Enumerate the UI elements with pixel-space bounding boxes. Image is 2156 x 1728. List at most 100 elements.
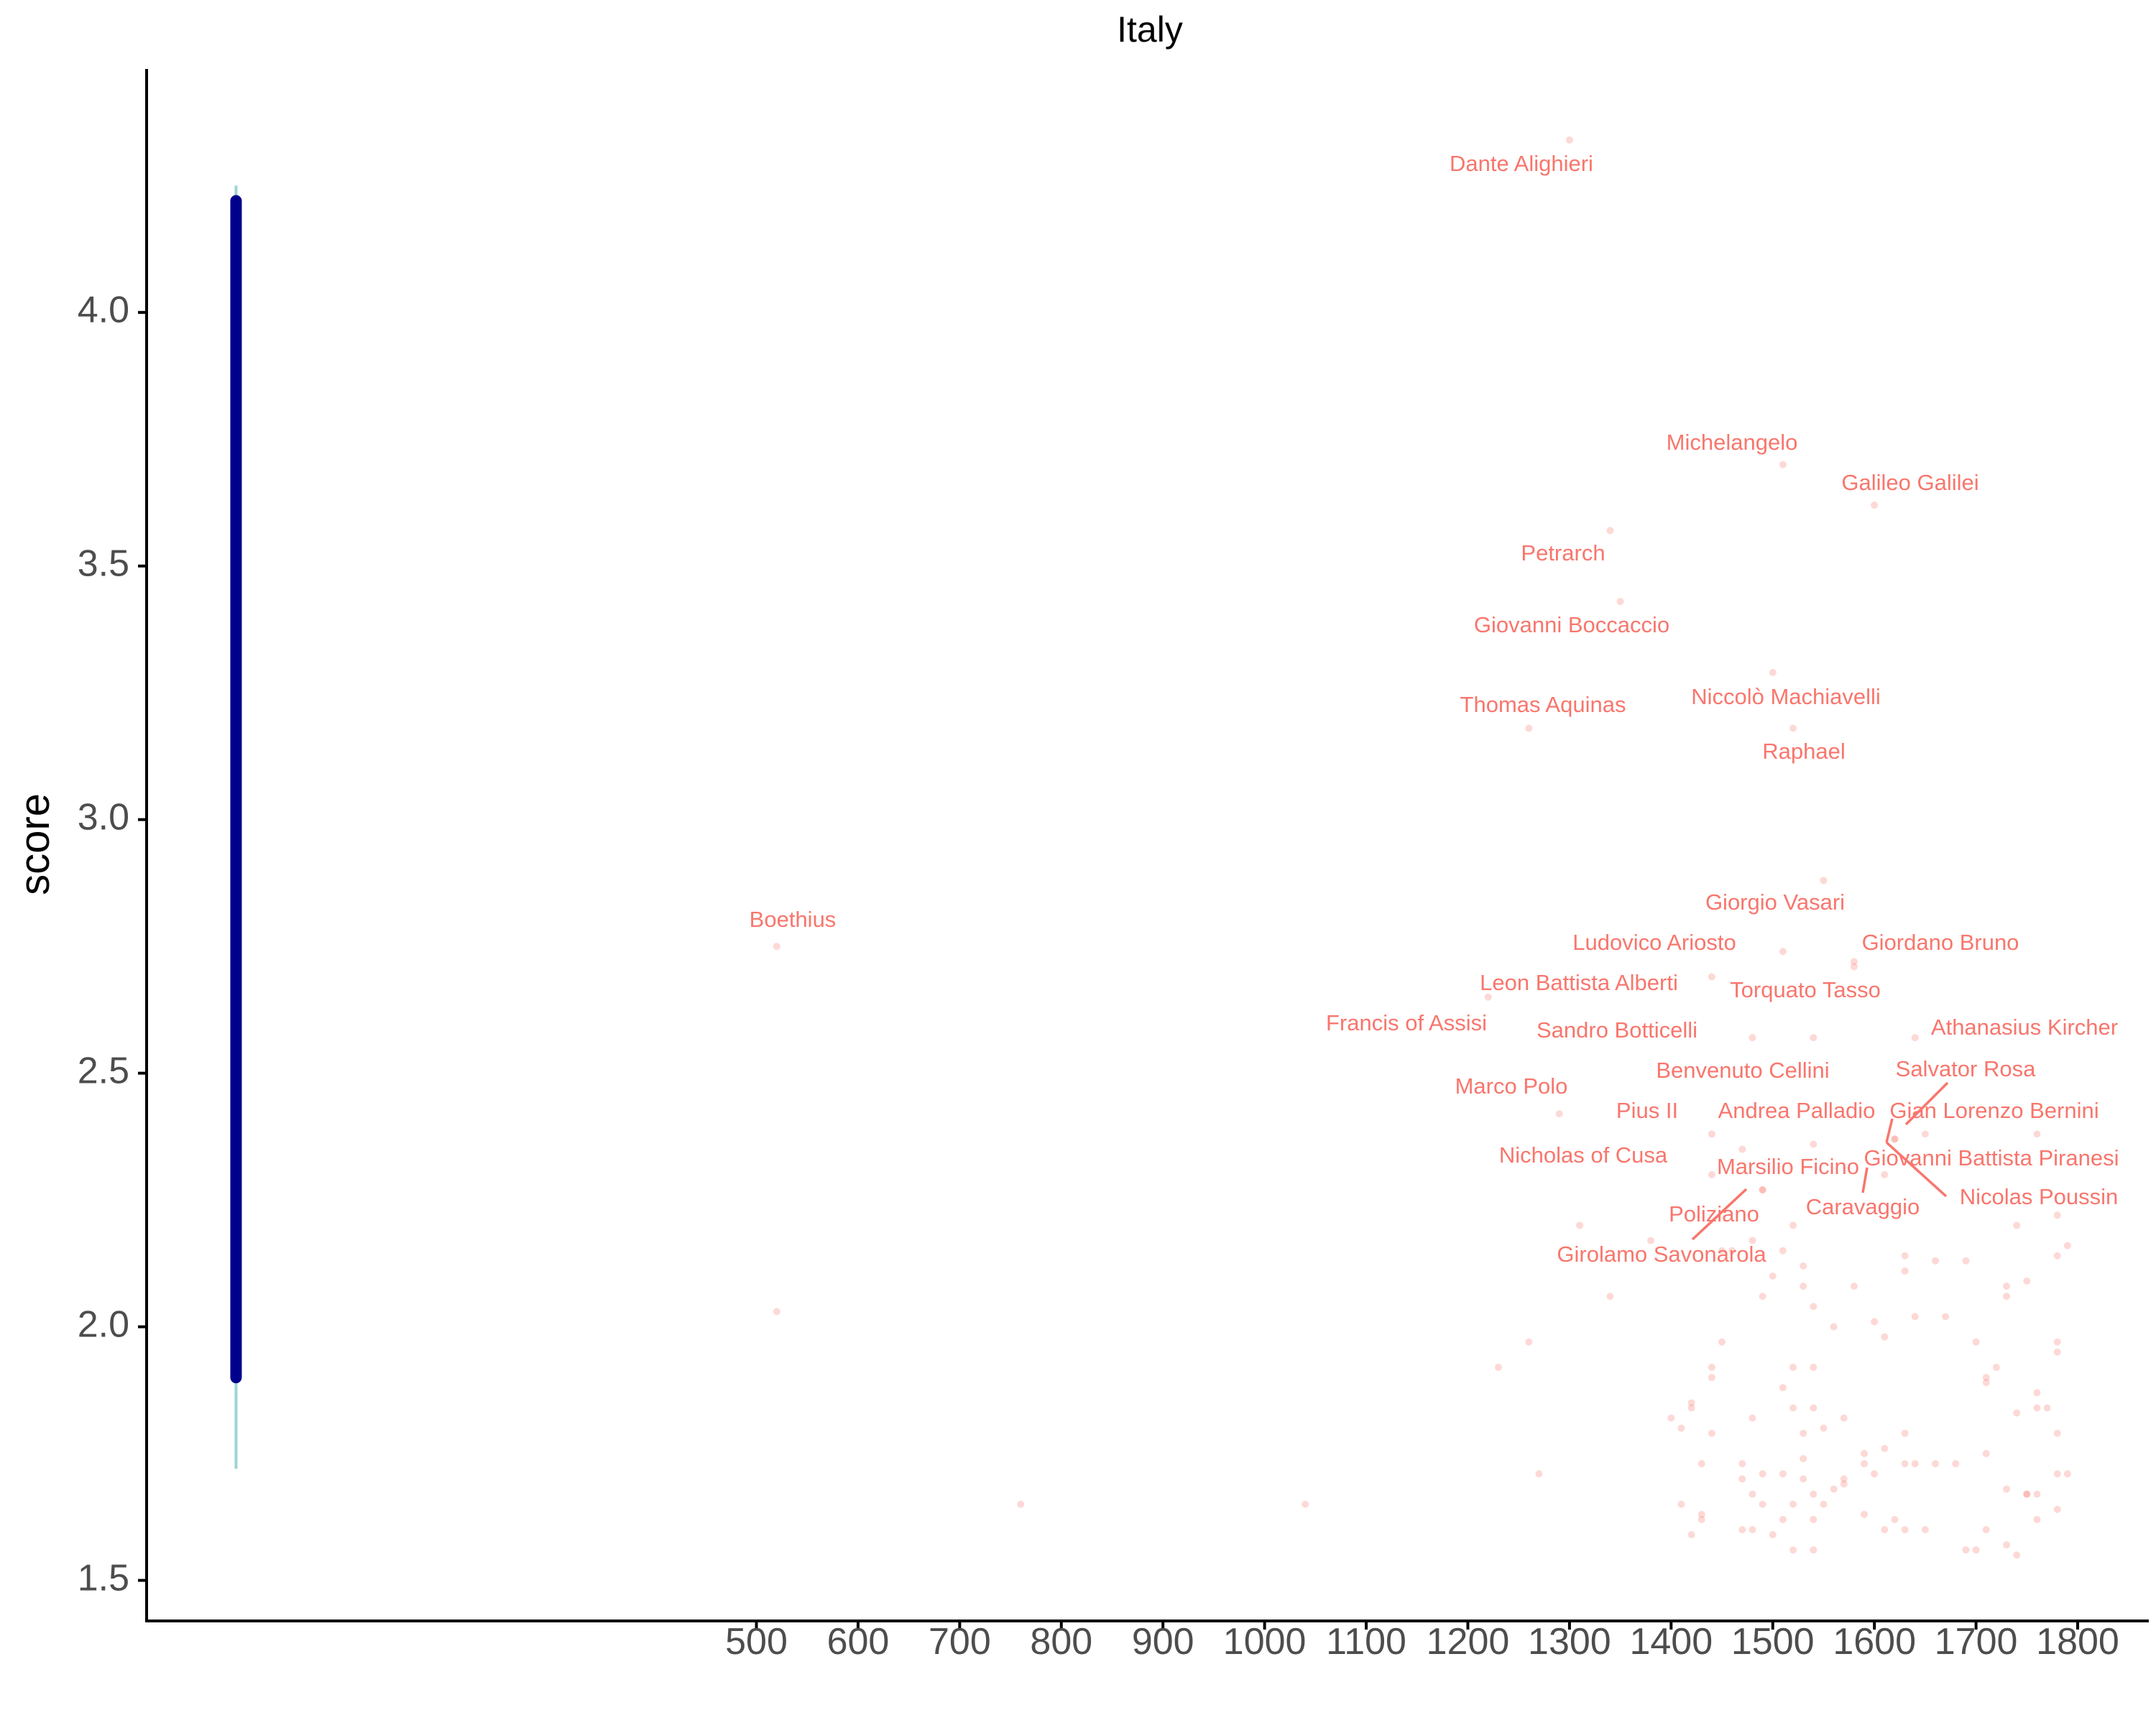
data-point	[2043, 1404, 2051, 1412]
data-point	[2063, 1242, 2071, 1249]
data-point	[1800, 1429, 1807, 1437]
x-tick-label: 1800	[2036, 1621, 2119, 1663]
labeled-data-point	[1871, 502, 1879, 509]
x-tick-label: 1000	[1223, 1621, 1307, 1663]
point-label: Poliziano	[1669, 1201, 1759, 1226]
data-point	[2003, 1485, 2011, 1493]
data-point	[1962, 1546, 1970, 1554]
data-point	[1789, 1546, 1797, 1554]
data-point	[1667, 1414, 1675, 1422]
data-point	[1972, 1338, 1980, 1346]
data-point	[1708, 1374, 1715, 1382]
data-points	[773, 136, 2071, 1559]
data-point	[1779, 1515, 1787, 1523]
point-label: Marco Polo	[1455, 1073, 1568, 1099]
y-tick-label: 4.0	[78, 290, 129, 331]
labeled-data-point	[1891, 1135, 1899, 1143]
labeled-data-point	[1759, 1186, 1766, 1193]
label-leader-line	[1861, 1167, 1869, 1193]
point-label: Benvenuto Cellini	[1656, 1058, 1829, 1083]
point-label: Giovanni Battista Piranesi	[1864, 1145, 2119, 1170]
point-labels: Dante Alighieri Michelangelo Galileo Galil…	[750, 151, 2119, 1267]
data-point	[1749, 1490, 1756, 1498]
data-point	[1697, 1515, 1705, 1523]
label-leader-line	[1885, 1118, 1894, 1143]
labeled-data-point	[1769, 669, 1777, 676]
data-point	[1881, 1525, 1889, 1533]
point-label: Leon Battista Alberti	[1480, 970, 1678, 995]
data-point	[1942, 1313, 1950, 1321]
data-point	[2013, 1221, 2021, 1229]
x-tick-label: 800	[1030, 1621, 1092, 1663]
y-tick-label: 1.5	[78, 1557, 129, 1599]
labeled-data-point	[1850, 958, 1858, 966]
point-label: Raphael	[1762, 739, 1845, 764]
labeled-data-point	[1921, 1130, 1929, 1138]
data-point	[1830, 1485, 1838, 1493]
x-tick-label: 1100	[1326, 1621, 1406, 1663]
data-point	[2013, 1409, 2021, 1417]
data-point	[2023, 1277, 2031, 1285]
data-point	[1932, 1257, 1940, 1265]
data-point	[1800, 1262, 1807, 1270]
labeled-data-point	[2033, 1130, 2041, 1138]
x-tick-label: 700	[929, 1621, 991, 1663]
point-label: Salvator Rosa	[1896, 1056, 2036, 1081]
data-point	[2053, 1429, 2061, 1437]
data-point	[2023, 1490, 2031, 1498]
data-point	[1820, 1424, 1828, 1432]
data-point	[1302, 1500, 1309, 1508]
data-point	[1810, 1490, 1818, 1498]
data-point	[1861, 1450, 1869, 1458]
data-point	[2033, 1404, 2041, 1412]
labeled-data-point	[1810, 1140, 1818, 1148]
data-point	[1535, 1470, 1543, 1478]
labeled-data-point	[773, 943, 780, 951]
data-point	[2003, 1541, 2011, 1549]
point-label: Athanasius Kircher	[1931, 1015, 2118, 1040]
point-label: Thomas Aquinas	[1460, 692, 1626, 717]
data-point	[1017, 1500, 1025, 1508]
data-point	[1810, 1404, 1818, 1412]
data-point	[1861, 1460, 1869, 1468]
data-point	[1718, 1247, 1726, 1255]
data-point	[1779, 1247, 1787, 1255]
data-point	[2063, 1470, 2071, 1478]
data-point	[1911, 1460, 1919, 1468]
labeled-data-point	[1911, 1034, 1919, 1042]
data-point	[1759, 1470, 1766, 1478]
data-point	[1800, 1283, 1807, 1290]
labeled-data-point	[1708, 1170, 1715, 1178]
data-point	[1962, 1257, 1970, 1265]
label-leader-line	[1904, 1081, 1949, 1126]
y-axis-label: score	[11, 793, 58, 895]
point-label: Girolamo Savonarola	[1557, 1242, 1766, 1267]
data-point	[1901, 1429, 1909, 1437]
data-point	[1901, 1267, 1909, 1275]
point-label: Sandro Botticelli	[1537, 1017, 1697, 1043]
labeled-data-point	[1779, 461, 1787, 468]
point-label: Marsilio Ficino	[1717, 1154, 1859, 1179]
data-point	[1830, 1323, 1838, 1331]
data-point	[1738, 1460, 1746, 1468]
data-point	[1718, 1338, 1726, 1346]
data-point	[1789, 1364, 1797, 1372]
labeled-data-point	[1565, 136, 1573, 144]
data-point	[1881, 1333, 1889, 1341]
point-label: Nicolas Poussin	[1960, 1184, 2119, 1209]
data-point	[1992, 1364, 2000, 1372]
data-point	[2053, 1252, 2061, 1260]
data-point	[1789, 1221, 1797, 1229]
x-tick-label: 500	[725, 1621, 788, 1663]
data-point	[1687, 1531, 1695, 1538]
labeled-data-point	[1616, 598, 1624, 606]
x-axis-ticks: 500 600 700 800 900 1000 1100 1200 1300 1400 1500 1…	[725, 1621, 2119, 1663]
data-point	[1769, 1531, 1777, 1538]
data-point	[1697, 1460, 1705, 1468]
labeled-data-point	[1738, 1145, 1746, 1153]
point-label: Ludovico Ariosto	[1572, 930, 1736, 955]
data-point	[1606, 1293, 1614, 1300]
point-label: Andrea Palladio	[1718, 1098, 1876, 1123]
data-point	[2033, 1515, 2041, 1523]
